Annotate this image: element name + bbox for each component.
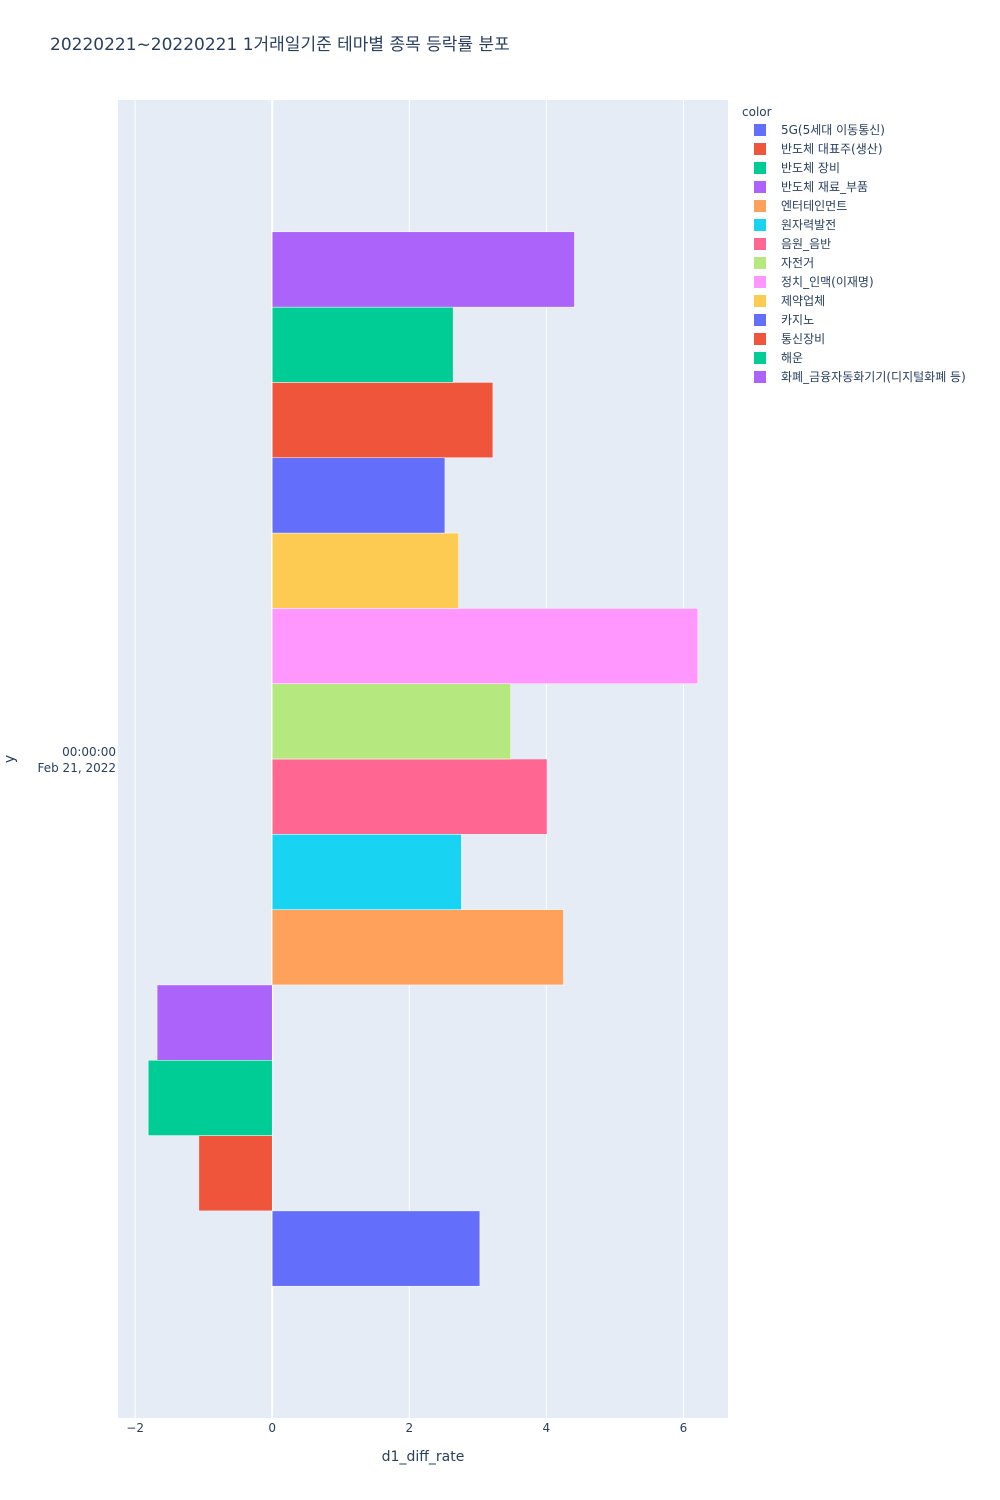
legend-item[interactable]: 제약업체: [754, 293, 825, 308]
legend-item[interactable]: 카지노: [754, 313, 814, 327]
legend-swatch: [754, 219, 766, 231]
bar: [271, 683, 511, 760]
y-axis-title: y: [2, 755, 18, 763]
x-tick-labels: −2 0 2 4 6: [126, 1421, 687, 1435]
bar: [271, 306, 454, 383]
legend-label: 엔터테인먼트: [781, 199, 847, 213]
legend-label: 음원_음반: [781, 237, 831, 251]
x-tick-label: 6: [680, 1421, 688, 1435]
legend-item[interactable]: 통신장비: [754, 332, 825, 346]
legend-swatch: [754, 295, 766, 307]
bar: [271, 457, 446, 534]
legend-swatch: [754, 371, 766, 383]
legend-item[interactable]: 5G(5세대 이동통신): [754, 123, 885, 137]
x-tick-label: 2: [405, 1421, 413, 1435]
chart-title: 20220221~20220221 1거래일기준 테마별 종목 등락률 분포: [50, 35, 510, 55]
bar: [271, 532, 459, 609]
legend-label: 원자력발전: [781, 218, 836, 232]
bar: [156, 984, 273, 1061]
legend-item[interactable]: 반도체 재료_부품: [754, 180, 868, 194]
legend-item[interactable]: 정치_인맥(이재명): [754, 275, 874, 289]
legend-swatch: [754, 314, 766, 326]
bar: [271, 382, 494, 458]
legend-swatch: [754, 333, 766, 345]
legend-swatch: [754, 200, 766, 212]
bar: [271, 1210, 481, 1287]
y-tick-label-date: Feb 21, 2022: [38, 761, 117, 775]
legend-label: 카지노: [781, 313, 814, 327]
legend-swatch: [754, 352, 766, 364]
legend-label: 해운: [781, 351, 803, 365]
bar: [198, 1135, 273, 1212]
legend-label: 반도체 재료_부품: [781, 180, 868, 194]
x-tick-label: −2: [126, 1421, 144, 1435]
legend-item[interactable]: 음원_음반: [754, 237, 831, 251]
bar: [271, 231, 575, 308]
legend-item[interactable]: 원자력발전: [754, 218, 836, 232]
legend-swatch: [754, 181, 766, 193]
bar: [271, 834, 462, 910]
legend-item[interactable]: 화폐_금융자동화기기(디지털화폐 등): [754, 370, 966, 384]
y-tick-label-time: 00:00:00: [62, 745, 116, 759]
legend-label: 화폐_금융자동화기기(디지털화폐 등): [781, 370, 966, 384]
x-tick-label: 4: [543, 1421, 551, 1435]
legend-swatch: [754, 238, 766, 250]
legend-swatch: [754, 162, 766, 174]
bar: [271, 608, 699, 684]
legend-label: 반도체 장비: [781, 161, 840, 175]
legend-item[interactable]: 반도체 장비: [754, 161, 840, 175]
x-tick-label: 0: [268, 1421, 276, 1435]
bars: [147, 231, 699, 1287]
legend-label: 반도체 대표주(생산): [781, 142, 883, 156]
legend-swatch: [754, 276, 766, 288]
legend-item[interactable]: 엔터테인먼트: [754, 199, 847, 213]
bar: [271, 758, 548, 835]
x-axis-title: d1_diff_rate: [382, 1449, 465, 1465]
legend-swatch: [754, 257, 766, 269]
legend-swatch: [754, 124, 766, 136]
legend-label: 통신장비: [781, 332, 825, 346]
bar: [147, 1060, 273, 1136]
legend-label: 제약업체: [781, 293, 825, 308]
legend-title: color: [742, 105, 772, 119]
legend-label: 5G(5세대 이동통신): [781, 123, 885, 137]
legend-item[interactable]: 반도체 대표주(생산): [754, 142, 883, 156]
legend-item[interactable]: 해운: [754, 351, 803, 365]
legend-swatch: [754, 143, 766, 155]
legend-label: 자전거: [781, 256, 814, 270]
legend-item[interactable]: 자전거: [754, 256, 814, 270]
bar: [271, 909, 564, 986]
legend-label: 정치_인맥(이재명): [781, 275, 874, 289]
